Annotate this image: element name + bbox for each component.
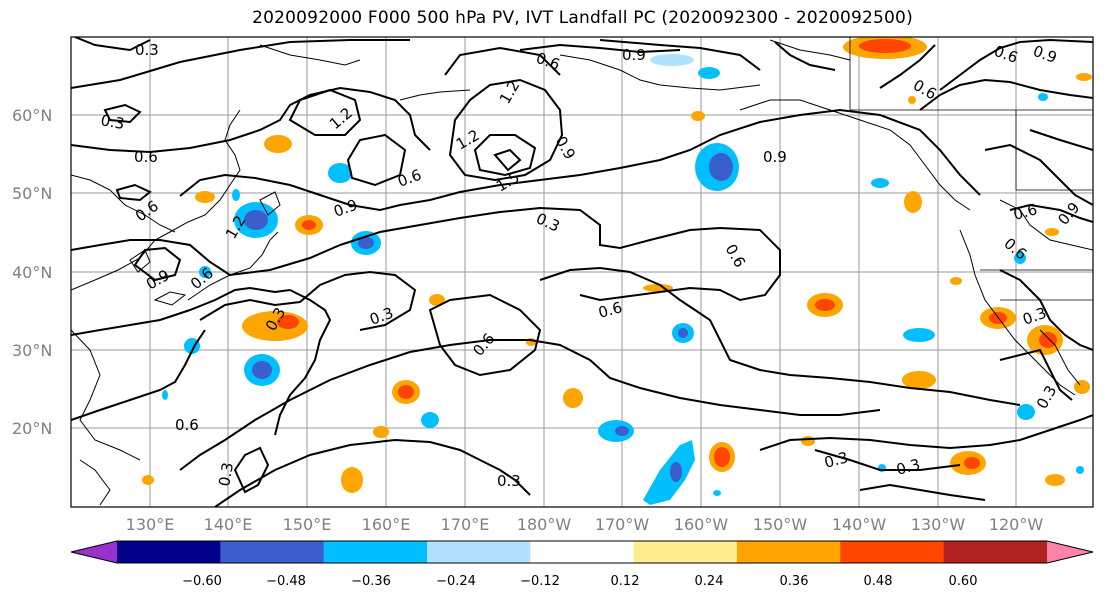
colorbar-swatch <box>220 541 325 563</box>
svg-text:0.3: 0.3 <box>497 472 521 490</box>
svg-text:0.3: 0.3 <box>135 41 159 59</box>
svg-text:0.3: 0.3 <box>215 461 237 488</box>
lat-label: 20°N <box>12 419 52 438</box>
map-title: 2020092000 F000 500 hPa PV, IVT Landfall… <box>252 8 913 28</box>
lon-label: 130°W <box>911 515 966 534</box>
colorbar-tick: 0.36 <box>780 574 809 589</box>
svg-text:0.9: 0.9 <box>622 46 646 64</box>
lon-label: 140°E <box>204 515 253 534</box>
colorbar-extend-min <box>71 541 118 563</box>
longitude-labels: 130°E 140°E 150°E 160°E 170°E 180°W 170°… <box>126 515 1044 534</box>
svg-text:0.3: 0.3 <box>822 448 850 472</box>
svg-text:0.9: 0.9 <box>763 148 787 166</box>
colorbar-swatch <box>117 541 221 563</box>
lon-label: 170°W <box>595 515 650 534</box>
svg-text:0.3: 0.3 <box>99 111 126 133</box>
colorbar: −0.60 −0.48 −0.36 −0.24 −0.12 0.12 0.24 … <box>70 540 1094 589</box>
svg-text:0.6: 0.6 <box>1011 200 1039 224</box>
colorbar-tick: 0.24 <box>695 574 724 589</box>
lon-label: 150°E <box>283 515 332 534</box>
lon-label: 170°E <box>441 515 490 534</box>
svg-text:0.6: 0.6 <box>134 148 158 166</box>
colorbar-tick-labels: −0.60 −0.48 −0.36 −0.24 −0.12 0.12 0.24 … <box>182 574 977 589</box>
lat-label: 50°N <box>12 184 52 203</box>
lat-label: 60°N <box>12 106 52 125</box>
lon-label: 140°W <box>832 515 887 534</box>
colorbar-swatch <box>737 541 841 563</box>
colorbar-tick: −0.60 <box>182 574 222 589</box>
colorbar-tick: 0.48 <box>864 574 893 589</box>
lon-label: 160°E <box>362 515 411 534</box>
colorbar-tick: 0.60 <box>949 574 978 589</box>
colorbar-extend-max <box>1047 541 1093 563</box>
colorbar-tick: −0.12 <box>520 574 560 589</box>
colorbar-tick: −0.36 <box>351 574 391 589</box>
colorbar-swatch <box>323 541 428 563</box>
colorbar-swatch <box>530 541 635 563</box>
colorbar-swatch <box>633 541 738 563</box>
svg-text:0.6: 0.6 <box>596 298 624 322</box>
lon-label: 120°W <box>989 515 1044 534</box>
colorbar-tick: −0.48 <box>266 574 306 589</box>
svg-text:0.6: 0.6 <box>175 416 199 434</box>
pv-contours <box>71 37 1093 507</box>
map-frame <box>70 36 1094 508</box>
coastlines <box>71 39 1093 506</box>
latitude-labels: 60°N 50°N 40°N 30°N 20°N <box>12 106 52 438</box>
lon-label: 180°W <box>517 515 572 534</box>
lon-label: 160°W <box>674 515 729 534</box>
colorbar-swatch <box>943 541 1048 563</box>
colorbar-swatch <box>427 541 531 563</box>
colorbar-swatch <box>840 541 945 563</box>
shaded-anomalies <box>142 37 1092 505</box>
lat-label: 40°N <box>12 263 52 282</box>
lon-label: 150°W <box>753 515 808 534</box>
lon-label: 130°E <box>126 515 175 534</box>
colorbar-tick: 0.12 <box>611 574 640 589</box>
svg-text:0.3: 0.3 <box>894 455 922 479</box>
colorbar-tick: −0.24 <box>436 574 476 589</box>
borders <box>849 37 1093 301</box>
lat-label: 30°N <box>12 341 52 360</box>
